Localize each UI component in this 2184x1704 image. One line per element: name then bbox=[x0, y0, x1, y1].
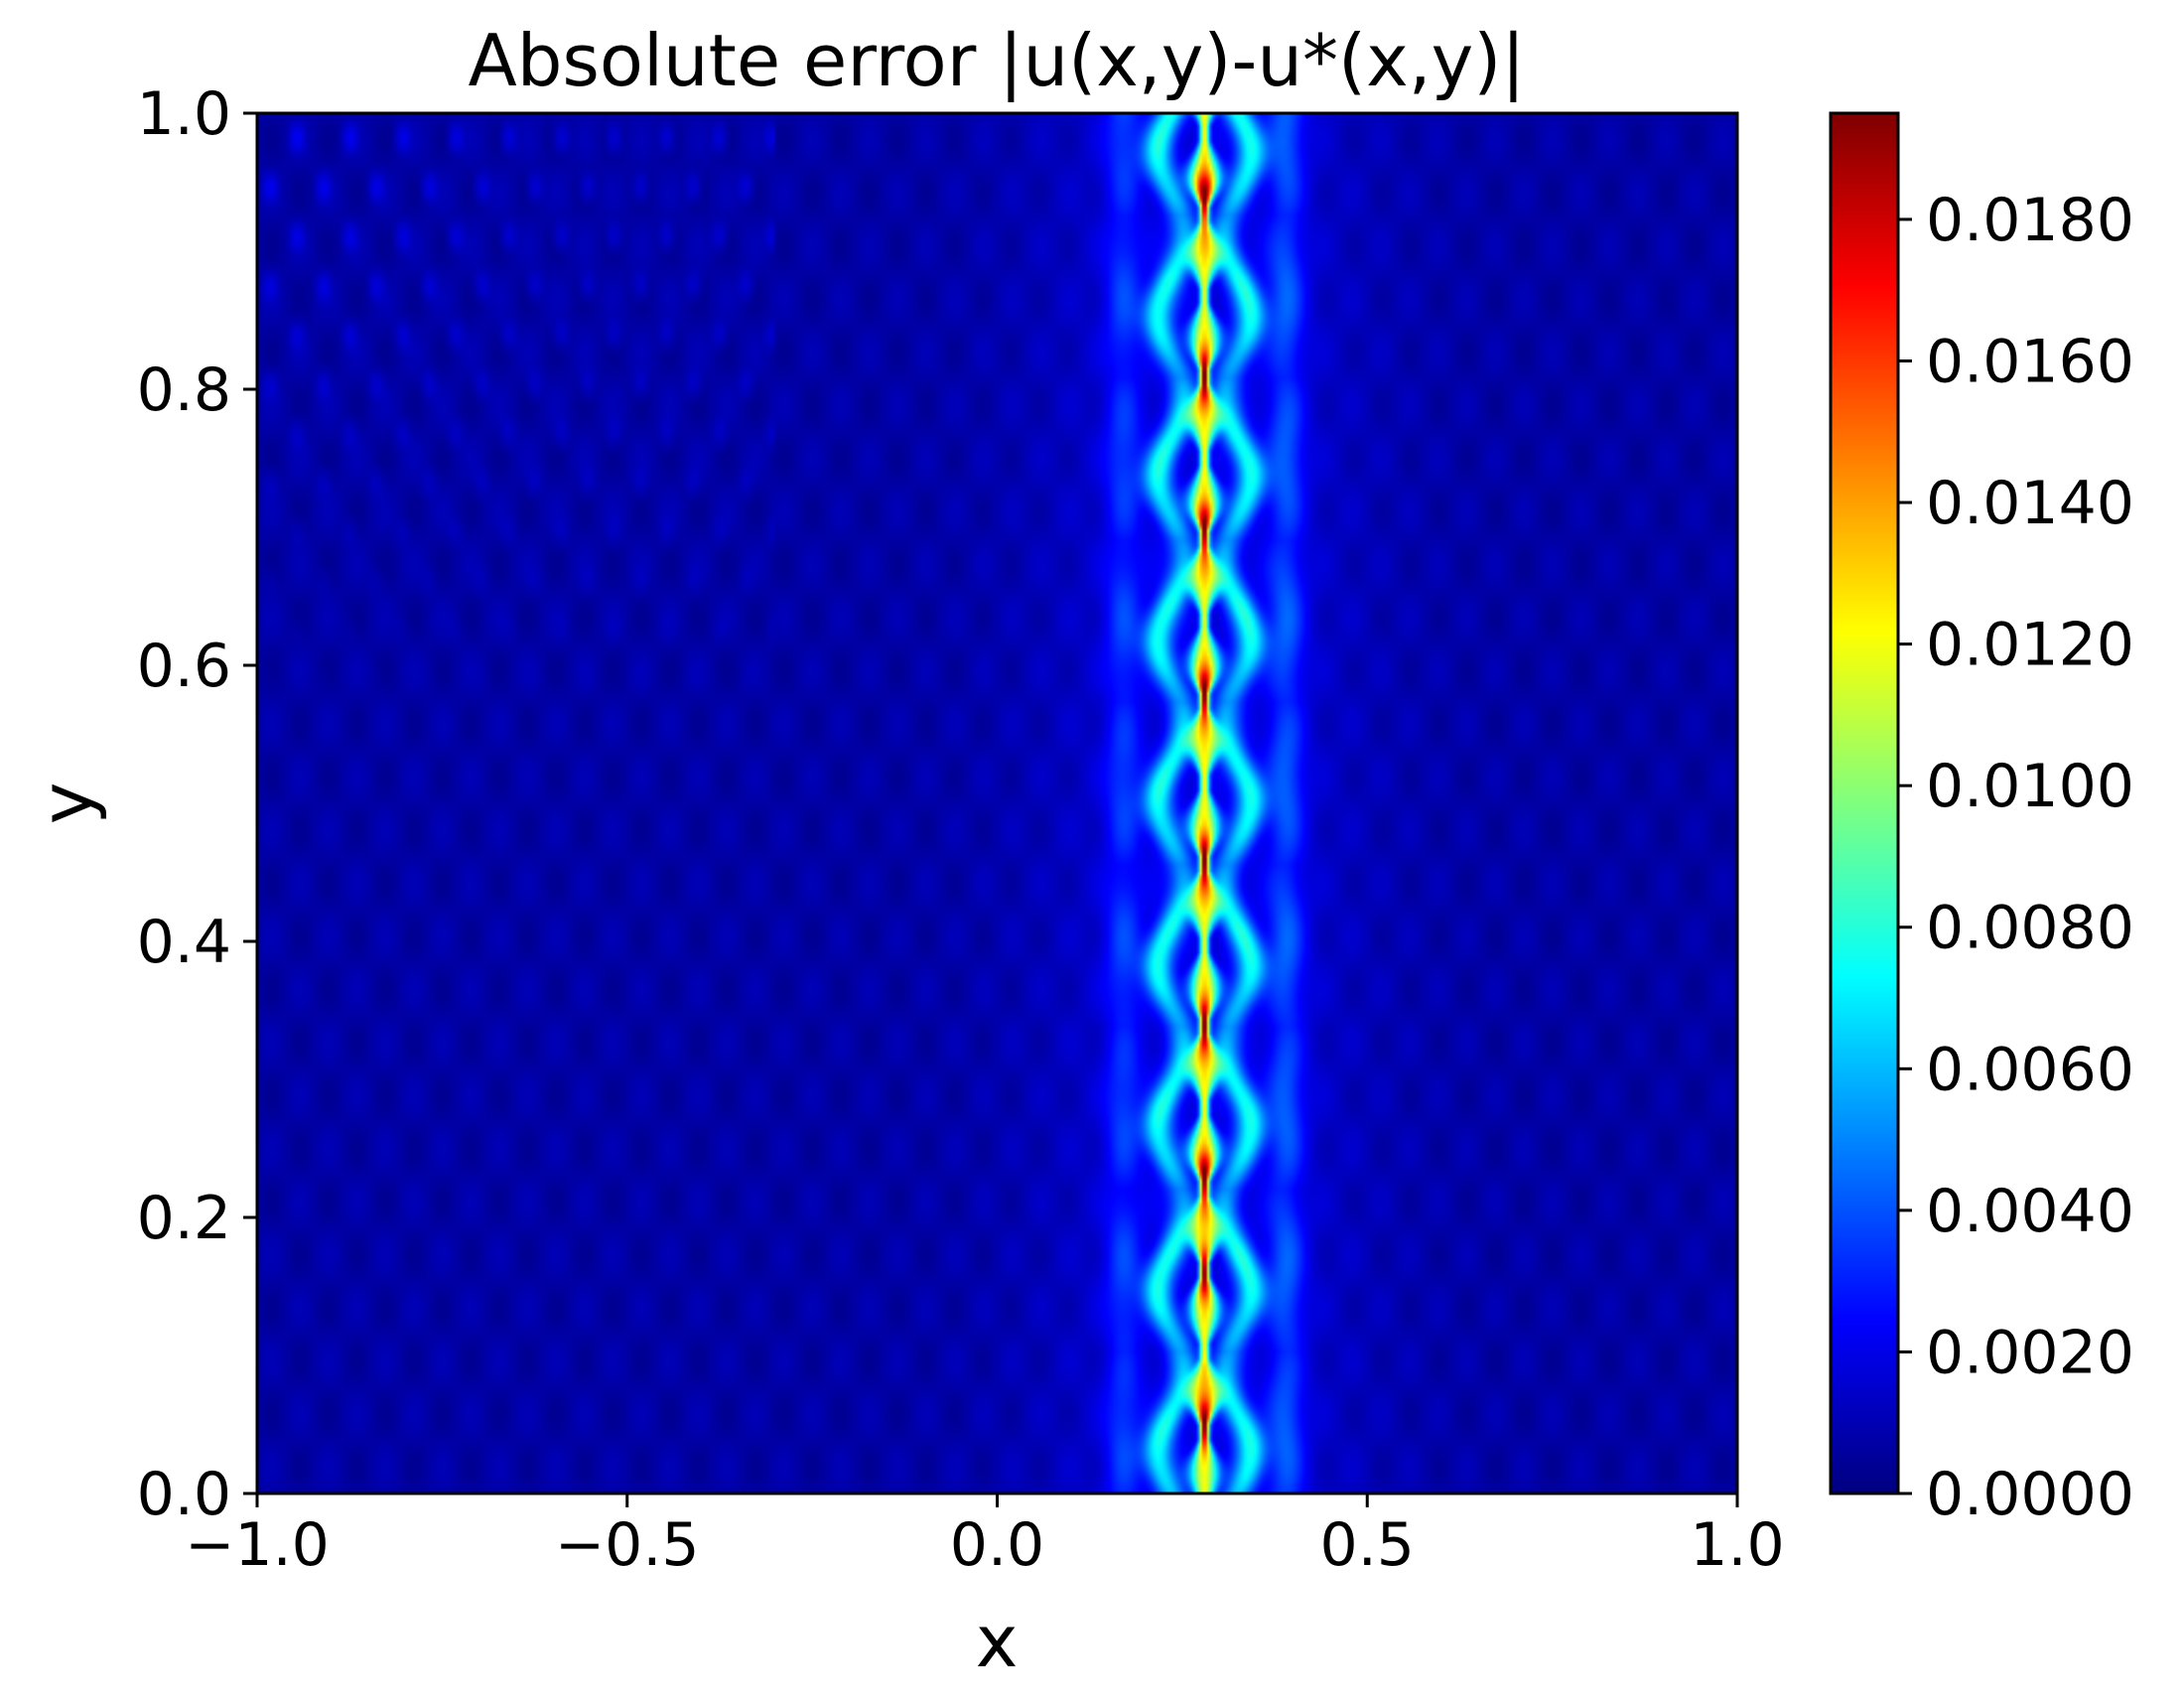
y-tick-label: 1.0 bbox=[137, 79, 231, 149]
colorbar-tick-label: 0.0020 bbox=[1926, 1318, 2134, 1387]
y-tick-label: 0.0 bbox=[137, 1460, 231, 1529]
x-tick-label: 1.0 bbox=[1690, 1510, 1784, 1580]
colorbar-tick-label: 0.0040 bbox=[1926, 1177, 2134, 1246]
y-tick-label: 0.2 bbox=[137, 1184, 231, 1253]
colorbar-tick-label: 0.0000 bbox=[1926, 1460, 2134, 1529]
y-axis-ticks: 0.0 0.2 0.4 0.6 0.8 1.0 bbox=[137, 79, 257, 1529]
x-tick-label: −0.5 bbox=[555, 1510, 700, 1580]
x-tick-label: 0.0 bbox=[950, 1510, 1044, 1580]
y-tick-label: 0.4 bbox=[137, 908, 231, 977]
colorbar-tick-label: 0.0120 bbox=[1926, 611, 2134, 680]
x-tick-label: 0.5 bbox=[1320, 1510, 1415, 1580]
chart-title: Absolute error |u(x,y)-u*(x,y)| bbox=[468, 19, 1525, 103]
x-axis-label: x bbox=[976, 1600, 1019, 1683]
y-tick-label: 0.6 bbox=[137, 632, 231, 701]
y-tick-label: 0.8 bbox=[137, 355, 231, 425]
colorbar-ticks: 0.0000 0.0020 0.0040 0.0060 0.0080 0.0100 0.01… bbox=[1898, 186, 2134, 1529]
y-axis-label: y bbox=[25, 782, 108, 825]
colorbar-tick-label: 0.0140 bbox=[1926, 469, 2134, 538]
colorbar-tick-label: 0.0060 bbox=[1926, 1035, 2134, 1104]
colorbar-tick-label: 0.0080 bbox=[1926, 894, 2134, 963]
x-axis-ticks: −1.0 −0.5 0.0 0.5 1.0 bbox=[185, 1493, 1785, 1580]
x-tick-label: −1.0 bbox=[185, 1510, 330, 1580]
colorbar-tick-label: 0.0180 bbox=[1926, 186, 2134, 255]
colorbar-tick-label: 0.0160 bbox=[1926, 327, 2134, 396]
colorbar-tick-label: 0.0100 bbox=[1926, 752, 2134, 821]
